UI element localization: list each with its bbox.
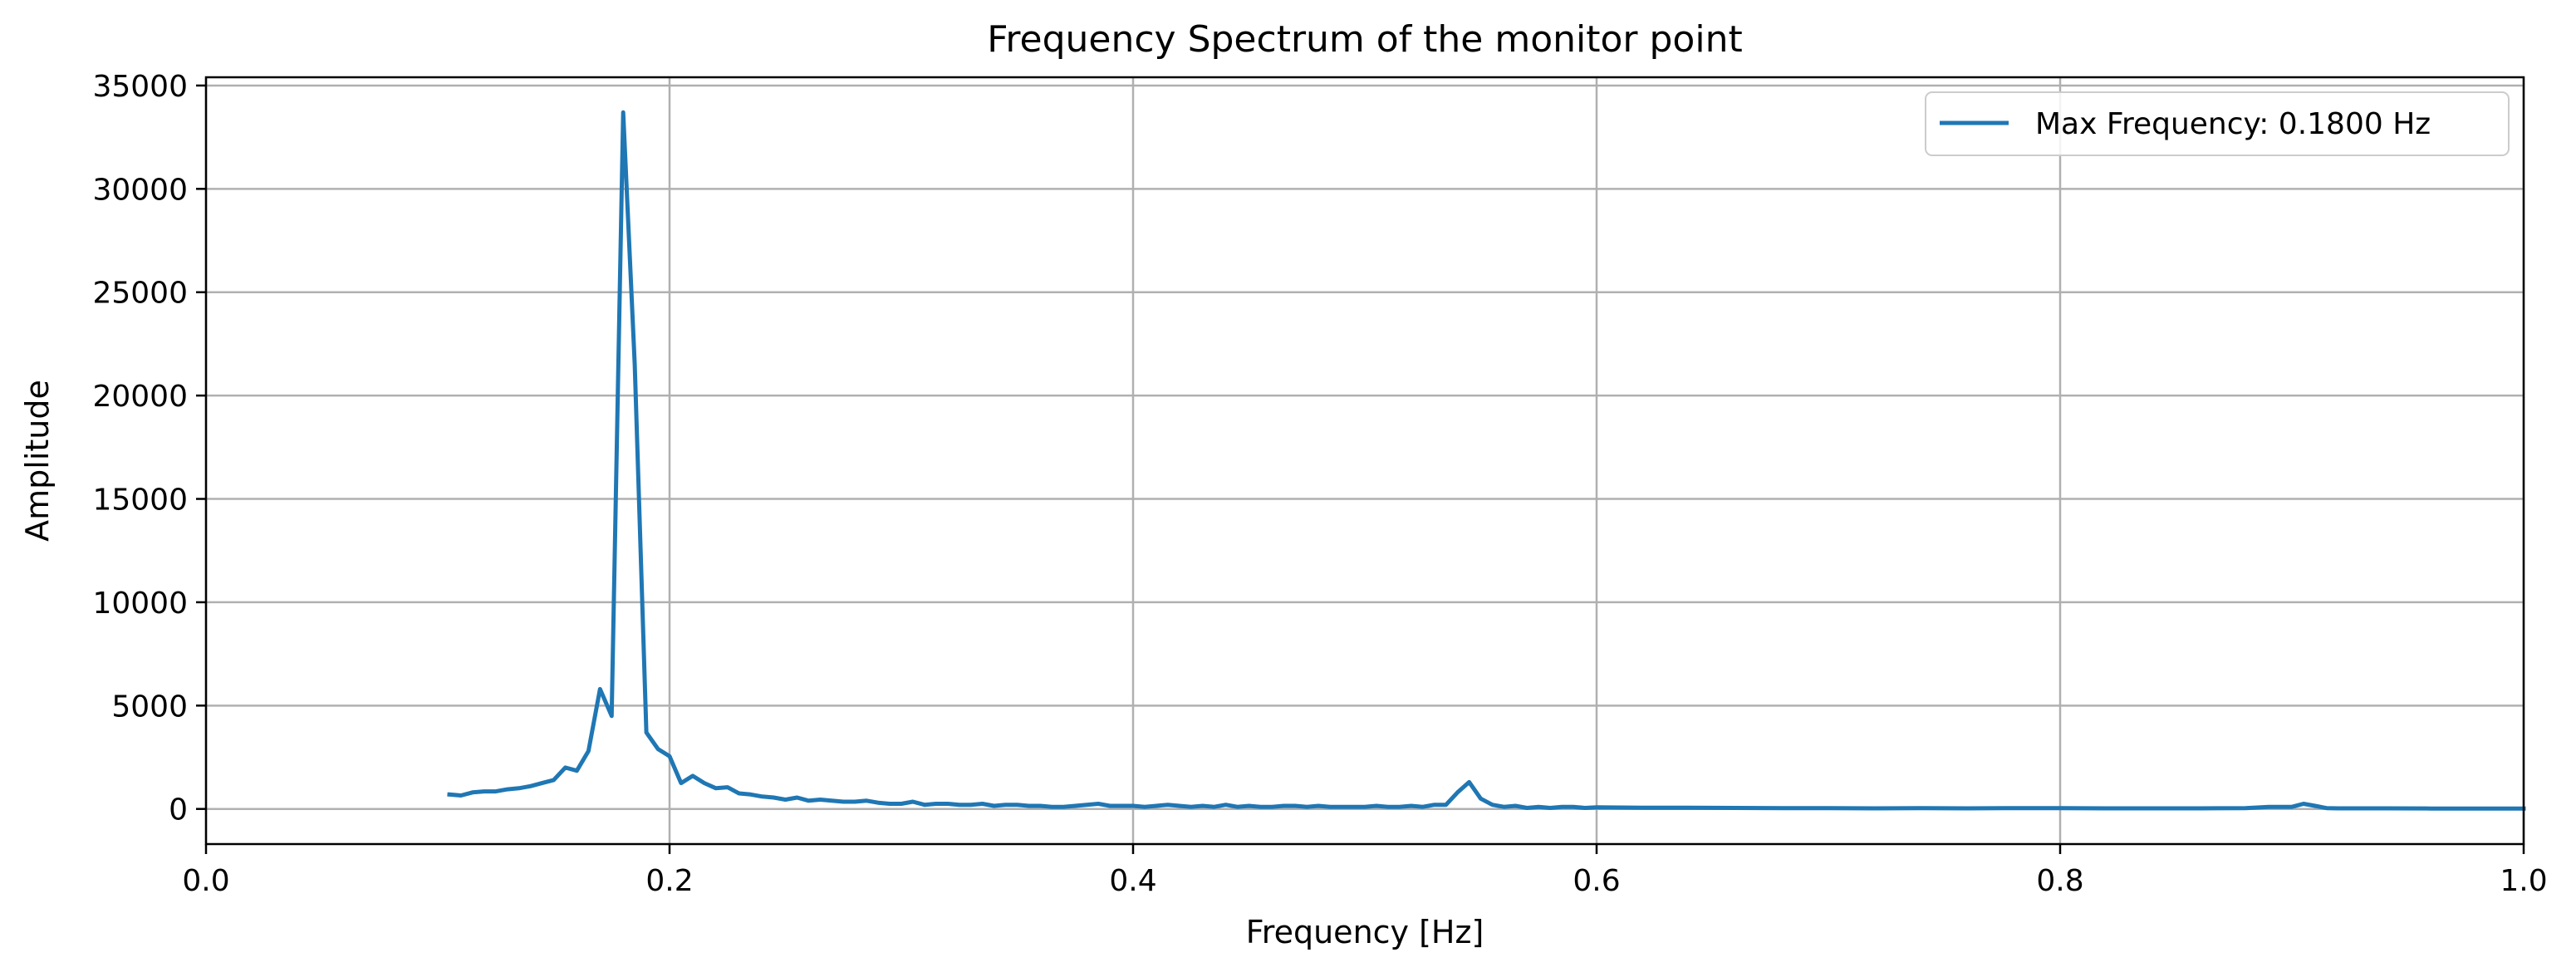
x-tick-label: 0.6 <box>1573 864 1620 898</box>
x-tick-label: 0.0 <box>182 864 229 898</box>
legend-entry-label: Max Frequency: 0.1800 Hz <box>2035 107 2431 141</box>
x-tick-label: 1.0 <box>2500 864 2547 898</box>
y-tick-label: 15000 <box>92 484 188 518</box>
y-axis-label: Amplitude <box>19 380 56 542</box>
legend-box <box>1925 91 2510 156</box>
y-tick-label: 10000 <box>92 587 188 621</box>
x-tick-label: 0.4 <box>1109 864 1156 898</box>
x-tick-label: 0.2 <box>645 864 693 898</box>
y-tick-label: 25000 <box>92 277 188 311</box>
plot-frame <box>204 76 2525 846</box>
chart-title: Frequency Spectrum of the monitor point <box>987 18 1742 61</box>
x-axis-label: Frequency [Hz] <box>1246 914 1484 950</box>
legend: Max Frequency: 0.1800 Hz <box>1925 91 2510 156</box>
y-tick-label: 30000 <box>92 173 188 207</box>
series-line-0 <box>447 110 2526 811</box>
y-tick-label: 35000 <box>92 70 188 104</box>
y-tick-label: 20000 <box>92 380 188 414</box>
series-layer <box>447 110 2526 811</box>
y-tick-label: 0 <box>169 793 188 827</box>
x-tick-label: 0.8 <box>2036 864 2083 898</box>
y-tick-label: 5000 <box>111 690 188 724</box>
tick-layer: 0.0 0.2 0.4 0.6 0.8 1.0 0 5000 10000 15000 20000 25… <box>92 70 2547 898</box>
